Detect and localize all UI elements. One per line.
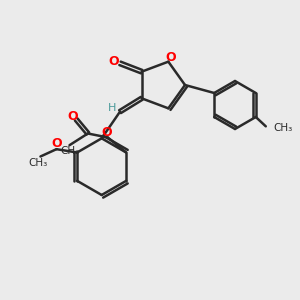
Text: O: O	[51, 137, 62, 150]
Text: CH₃: CH₃	[273, 123, 292, 133]
Text: O: O	[109, 55, 119, 68]
Text: H: H	[107, 103, 116, 113]
Text: CH₃: CH₃	[28, 158, 47, 167]
Text: O: O	[67, 110, 77, 123]
Text: CH₃: CH₃	[60, 146, 79, 156]
Text: O: O	[166, 51, 176, 64]
Text: O: O	[101, 126, 112, 139]
